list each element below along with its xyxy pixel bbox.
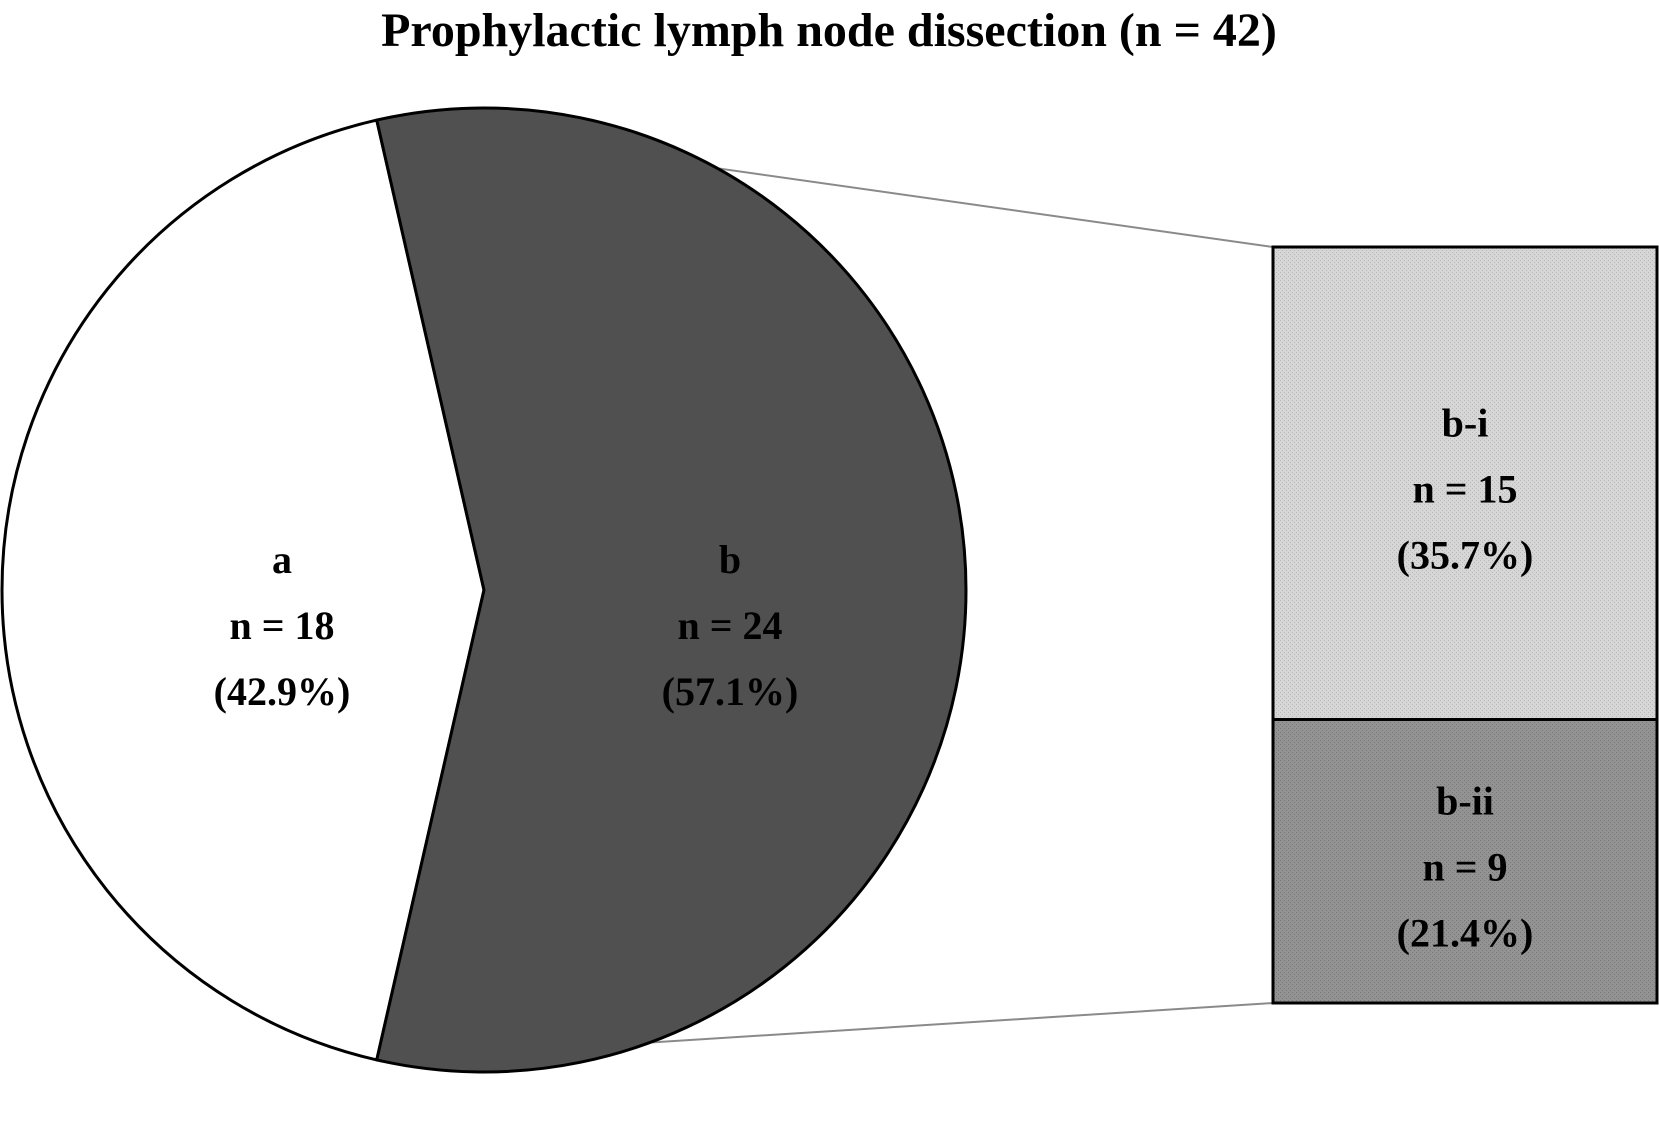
segment-b-i-percent-label: (35.7%) <box>1397 532 1534 577</box>
chart-title: Prophylactic lymph node dissection (n = … <box>381 4 1277 57</box>
slice-b-n-label: n = 24 <box>677 603 782 648</box>
segment-b-ii-percent-label: (21.4%) <box>1397 910 1534 955</box>
data-labels: a n = 18 (42.9%) b n = 24 (57.1%) b-i n = 15 (35… <box>214 400 1534 955</box>
slice-b-name-label: b <box>719 537 741 582</box>
slice-a-percent-label: (42.9%) <box>214 669 351 714</box>
bar-segment-b-ii <box>1271 718 1659 1005</box>
segment-b-i-name-label: b-i <box>1442 400 1489 445</box>
slice-b-percent-label: (57.1%) <box>662 669 799 714</box>
slice-a-n-label: n = 18 <box>229 603 334 648</box>
pie-slice-a <box>0 118 486 1062</box>
pie <box>0 106 968 1074</box>
segment-b-i-n-label: n = 15 <box>1412 466 1517 511</box>
breakdown-bar <box>1271 245 1659 1005</box>
segment-b-ii-name-label: b-ii <box>1436 778 1494 823</box>
pie-slice-b <box>375 106 968 1074</box>
slice-a-name-label: a <box>272 537 292 582</box>
segment-b-ii-n-label: n = 9 <box>1422 844 1507 889</box>
bar-segment-b-i <box>1271 245 1659 721</box>
